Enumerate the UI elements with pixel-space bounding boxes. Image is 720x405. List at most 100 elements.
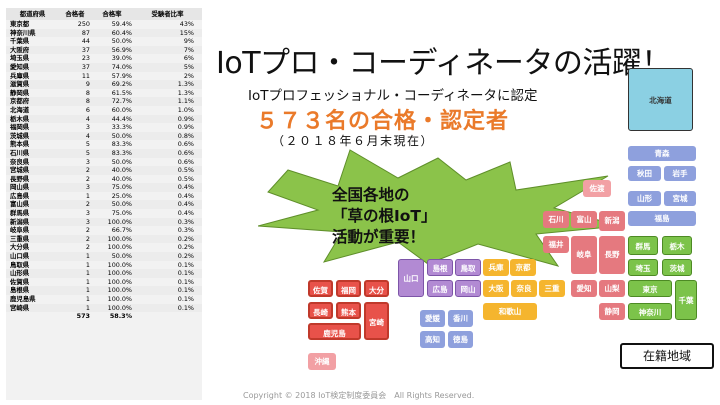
map-pref-23: 愛知	[571, 280, 597, 297]
cell-pass-rate: 50.0%	[91, 200, 133, 210]
cell-pass-rate: 75.0%	[111, 209, 132, 218]
map-pref-19: 千葉	[675, 280, 697, 320]
table-row: 富山県 2 50.0% 0.4%	[6, 200, 202, 210]
map-pref-9: 富山	[571, 211, 597, 228]
callout-line-2: 「草の根IoT」	[332, 207, 437, 225]
map-pref-28: 大阪	[483, 280, 509, 297]
cell-pass-rate: 56.9%	[91, 45, 133, 55]
as-of-date: （２０１８年６月末現在）	[272, 134, 435, 148]
table-row: 長野県 2 40.0% 0.5%	[6, 175, 202, 184]
cell-prefecture: 神奈川県	[6, 28, 59, 38]
cell-prefecture: 宮城県	[6, 166, 59, 175]
cell-prefecture: 千葉県	[10, 37, 30, 46]
cell-pass-rate: 100.0%	[107, 295, 132, 303]
cell-prefecture: 愛知県	[6, 62, 59, 72]
cell-passers: 1	[85, 191, 90, 200]
callout-line-1: 全国各地の	[332, 186, 410, 204]
cell-examinee-ratio: 0.1%	[133, 286, 202, 295]
cell-pass-rate: 75.0%	[91, 183, 133, 192]
cell-examinee-ratio: 1.1%	[133, 97, 202, 106]
cell-prefecture: 佐賀県	[10, 277, 30, 286]
table-row: 広島県 1 25.0% 0.4%	[6, 192, 202, 201]
cell-prefecture: 静岡県	[10, 88, 30, 97]
cell-passers: 2	[59, 200, 91, 210]
cell-prefecture: 福岡県	[10, 123, 30, 132]
cell-prefecture: 山形県	[6, 269, 59, 278]
cell-passers: 4	[59, 131, 91, 141]
cell-examinee-ratio: 0.4%	[177, 191, 194, 200]
cell-examinee-ratio: 0.2%	[133, 252, 202, 261]
map-pref-14: 群馬	[628, 236, 658, 255]
map-pref-18: 東京	[628, 280, 672, 297]
map-pref-5: 宮城	[664, 191, 696, 206]
subtitle: IoTプロフェッショナル・コーディネータに認定	[248, 88, 538, 104]
map-pref-26: 京都	[510, 259, 536, 276]
callout-burst-shape	[258, 149, 621, 267]
cell-examinee-ratio: 0.8%	[133, 131, 202, 141]
map-pref-35: 山口	[398, 259, 424, 297]
cell-pass-rate: 74.0%	[91, 62, 133, 72]
cell-pass-rate: 100.0%	[91, 303, 133, 313]
table-row: 埼玉県 23 39.0% 6%	[6, 54, 202, 63]
map-pref-38: 高知	[420, 331, 445, 348]
table-row: 熊本県 5 83.3% 0.6%	[6, 140, 202, 149]
cell-pass-rate: 50.0%	[111, 157, 132, 166]
map-pref-10: 新潟	[599, 211, 625, 231]
cell-pass-rate: 83.3%	[111, 140, 132, 149]
cell-passers: 3	[85, 209, 90, 218]
cell-pass-rate: 100.0%	[91, 217, 133, 227]
map-pref-3: 岩手	[664, 166, 696, 181]
cell-pass-rate: 57.9%	[111, 71, 132, 80]
header-prefecture: 都道府県	[6, 8, 59, 20]
cell-passers: 1	[85, 277, 90, 286]
map-pref-16: 茨城	[662, 259, 692, 276]
map-pref-1: 青森	[628, 146, 696, 161]
cell-pass-rate: 50.0%	[91, 252, 133, 261]
map-pref-33: 岡山	[455, 280, 481, 297]
map-pref-32: 島根	[427, 259, 453, 276]
cell-pass-rate: 72.7%	[91, 97, 133, 106]
cell-prefecture: 長野県	[10, 174, 30, 183]
cell-pass-rate: 100.0%	[91, 286, 133, 295]
cell-passers: 1	[59, 252, 91, 261]
cell-prefecture: 滋賀県	[6, 80, 59, 89]
table-row: 群馬県 3 75.0% 0.4%	[6, 209, 202, 218]
map-pref-39: 徳島	[448, 331, 473, 348]
table-row: 島根県 1 100.0% 0.1%	[6, 286, 202, 295]
cell-examinee-ratio: 0.9%	[177, 123, 194, 132]
table-row: 東京都 250 59.4% 43%	[6, 20, 202, 29]
cell-examinee-ratio: 0.4%	[133, 183, 202, 192]
table-row: 福岡県 3 33.3% 0.9%	[6, 123, 202, 132]
cell-prefecture: 三重県	[6, 234, 59, 244]
table-row: 宮城県 2 40.0% 0.5%	[6, 166, 202, 175]
table-row: 滋賀県 9 69.2% 1.3%	[6, 80, 202, 89]
page-title: IoTプロ・コーディネータの活躍！	[216, 46, 671, 81]
cell-examinee-ratio: 0.2%	[177, 243, 194, 252]
map-pref-29: 奈良	[511, 280, 537, 297]
cell-examinee-ratio: 0.4%	[177, 209, 194, 218]
cell-pass-rate: 40.0%	[111, 174, 132, 183]
map-pref-40: 佐賀	[308, 280, 333, 297]
table-row: 北海道 6 60.0% 1.0%	[6, 106, 202, 115]
cell-pass-rate: 58.3%	[109, 312, 132, 321]
legend-label: 在籍地域	[620, 343, 714, 369]
map-pref-7: 佐渡	[583, 180, 611, 197]
map-pref-12: 岐阜	[571, 236, 597, 274]
cell-examinee-ratio: 1.0%	[177, 105, 194, 114]
cell-passers: 2	[85, 243, 90, 252]
table-row: 鳥取県 1 100.0% 0.1%	[6, 261, 202, 270]
table-row: 神奈川県 87 60.4% 15%	[6, 28, 202, 38]
callout-line-3: 活動が重要！	[332, 228, 426, 246]
table-row: 栃木県 4 44.4% 0.9%	[6, 114, 202, 124]
cell-prefecture: 鹿児島県	[10, 295, 36, 303]
cell-passers: 2	[59, 166, 91, 175]
cell-passers: 1	[59, 303, 91, 313]
cell-pass-rate: 59.4%	[111, 20, 132, 28]
cell-pass-rate: 50.0%	[91, 131, 133, 141]
cell-passers: 1	[59, 269, 91, 278]
table-row: 奈良県 3 50.0% 0.6%	[6, 158, 202, 167]
cell-examinee-ratio: 9%	[183, 37, 194, 46]
cell-passers: 6	[85, 105, 90, 114]
cell-prefecture: 大分県	[10, 243, 30, 252]
cell-pass-rate: 33.3%	[111, 123, 132, 132]
